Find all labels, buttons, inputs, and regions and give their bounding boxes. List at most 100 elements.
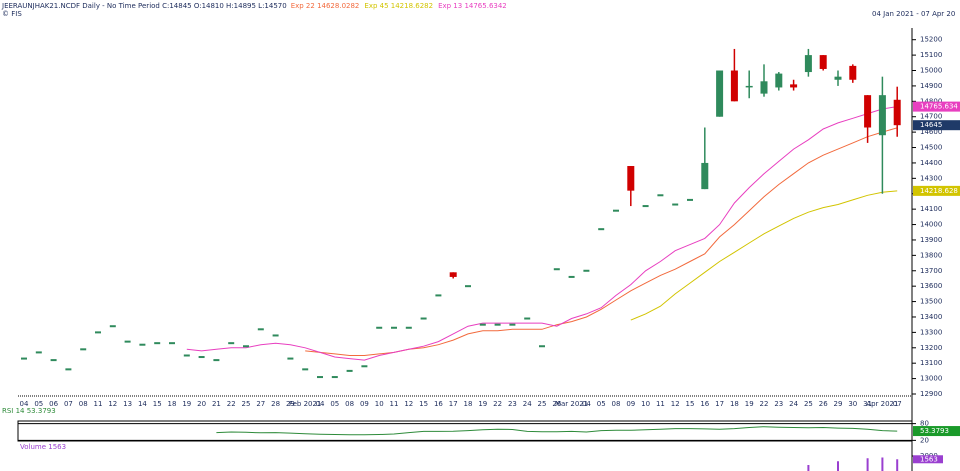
candle-flat [613, 209, 619, 212]
candle-flat [672, 203, 679, 206]
x-tick-label: 25 [804, 400, 813, 408]
price-marker [913, 185, 960, 196]
x-tick-label: 04 [316, 400, 325, 408]
candle-flat [435, 294, 442, 297]
price-marker-label: 14218.628 [920, 187, 958, 195]
candle-flat [50, 359, 57, 362]
price-marker [913, 120, 960, 131]
candle-flat [479, 323, 486, 326]
candle-flat [687, 198, 693, 201]
candle-body [449, 272, 457, 277]
candle-flat [287, 357, 294, 360]
date-range: 04 Jan 2021 - 07 Apr 20 [872, 10, 955, 18]
candle-flat [95, 331, 101, 334]
x-tick-label: 31 [863, 400, 872, 408]
candle-flat [228, 342, 235, 345]
rsi-tick-label: 80 [920, 420, 929, 428]
x-tick-label: 15 [153, 400, 162, 408]
candle-flat [465, 285, 471, 288]
ema-line [186, 106, 898, 361]
y-tick-label: 13200 [920, 344, 942, 352]
candle-body [790, 84, 798, 88]
y-tick-label: 15000 [920, 67, 942, 75]
price-marker-label: 14645 [920, 121, 942, 129]
candle-flat [509, 323, 516, 326]
x-tick-label: 18 [730, 400, 739, 408]
y-tick-label: 14400 [920, 159, 942, 167]
volume-bar [837, 461, 839, 471]
candle-flat [213, 359, 220, 362]
volume-title: Volume 1563 [20, 443, 66, 451]
x-tick-label: 05 [34, 400, 43, 408]
x-tick-label: 04 [582, 400, 591, 408]
x-tick-label: 07 [64, 400, 73, 408]
volume-bar [896, 459, 899, 471]
x-tick-label: 23 [508, 400, 517, 408]
copyright: © FIS [2, 10, 22, 18]
rsi-frame [17, 420, 913, 442]
x-tick-label: Apr 2021 [866, 400, 898, 408]
x-tick-label: 19 [745, 400, 754, 408]
x-tick-label: 08 [612, 400, 621, 408]
x-tick-label: 12 [108, 400, 117, 408]
x-tick-label: 04 [20, 400, 29, 408]
rsi-marker-label: 53.3793 [920, 427, 949, 435]
candle-flat [553, 268, 560, 271]
candle-flat [391, 326, 397, 329]
x-tick-label: 17 [449, 400, 458, 408]
x-tick-label: 19 [478, 400, 487, 408]
ema-line [630, 190, 898, 321]
x-tick-label: 26 [819, 400, 828, 408]
x-tick-label: 21 [212, 400, 221, 408]
x-tick-label: 22 [760, 400, 769, 408]
candle-flat [494, 323, 501, 326]
volume-bar [866, 458, 869, 471]
candle-flat [598, 228, 605, 231]
candle-flat [642, 205, 649, 208]
y-tick-label: 13100 [920, 359, 942, 367]
candle-flat [124, 340, 131, 343]
candle-body [878, 95, 886, 136]
candle-flat [243, 345, 249, 348]
volume-marker [913, 455, 943, 464]
x-tick-label: 29 [286, 400, 295, 408]
volume-bar [807, 465, 810, 471]
candle-flat [524, 317, 531, 320]
chart-title: JEERAUNJHAK21.NCDF Daily - No Time Perio… [1, 2, 287, 10]
candle-body [716, 70, 724, 117]
candle-body [730, 70, 738, 102]
candle-body [701, 162, 709, 190]
candle-flat [420, 317, 427, 320]
price-marker [913, 101, 960, 112]
candle-flat [65, 368, 72, 371]
x-tick-label: 12 [404, 400, 413, 408]
x-tick-label: 05 [330, 400, 339, 408]
candle-body [864, 95, 872, 128]
candle-flat [183, 354, 190, 357]
candle-body [834, 76, 842, 80]
candle-flat [583, 269, 590, 272]
x-tick-label: 16 [700, 400, 709, 408]
x-tick-label: 07 [893, 400, 902, 408]
ema-line [305, 127, 898, 356]
x-tick-label: 05 [597, 400, 606, 408]
legend-entry: Exp 22 14628.0282 [291, 2, 360, 10]
y-tick-label: 13500 [920, 298, 942, 306]
y-tick-label: 14100 [920, 205, 942, 213]
x-tick-label: 30 [848, 400, 857, 408]
candle-flat [539, 345, 545, 348]
x-tick-label: Feb 2021 [289, 400, 321, 408]
y-tick-label: 14600 [920, 128, 942, 136]
legend-entry: Exp 45 14218.6282 [364, 2, 433, 10]
candle-flat [139, 343, 146, 346]
candle-body [760, 81, 768, 94]
x-tick-label: 12 [671, 400, 680, 408]
x-tick-label: 17 [715, 400, 724, 408]
candle-flat [302, 368, 309, 371]
y-tick-label: 15100 [920, 51, 942, 59]
x-tick-label: 15 [686, 400, 695, 408]
candle-body [893, 99, 901, 126]
x-tick-label: 25 [538, 400, 547, 408]
candle-flat [35, 351, 42, 354]
